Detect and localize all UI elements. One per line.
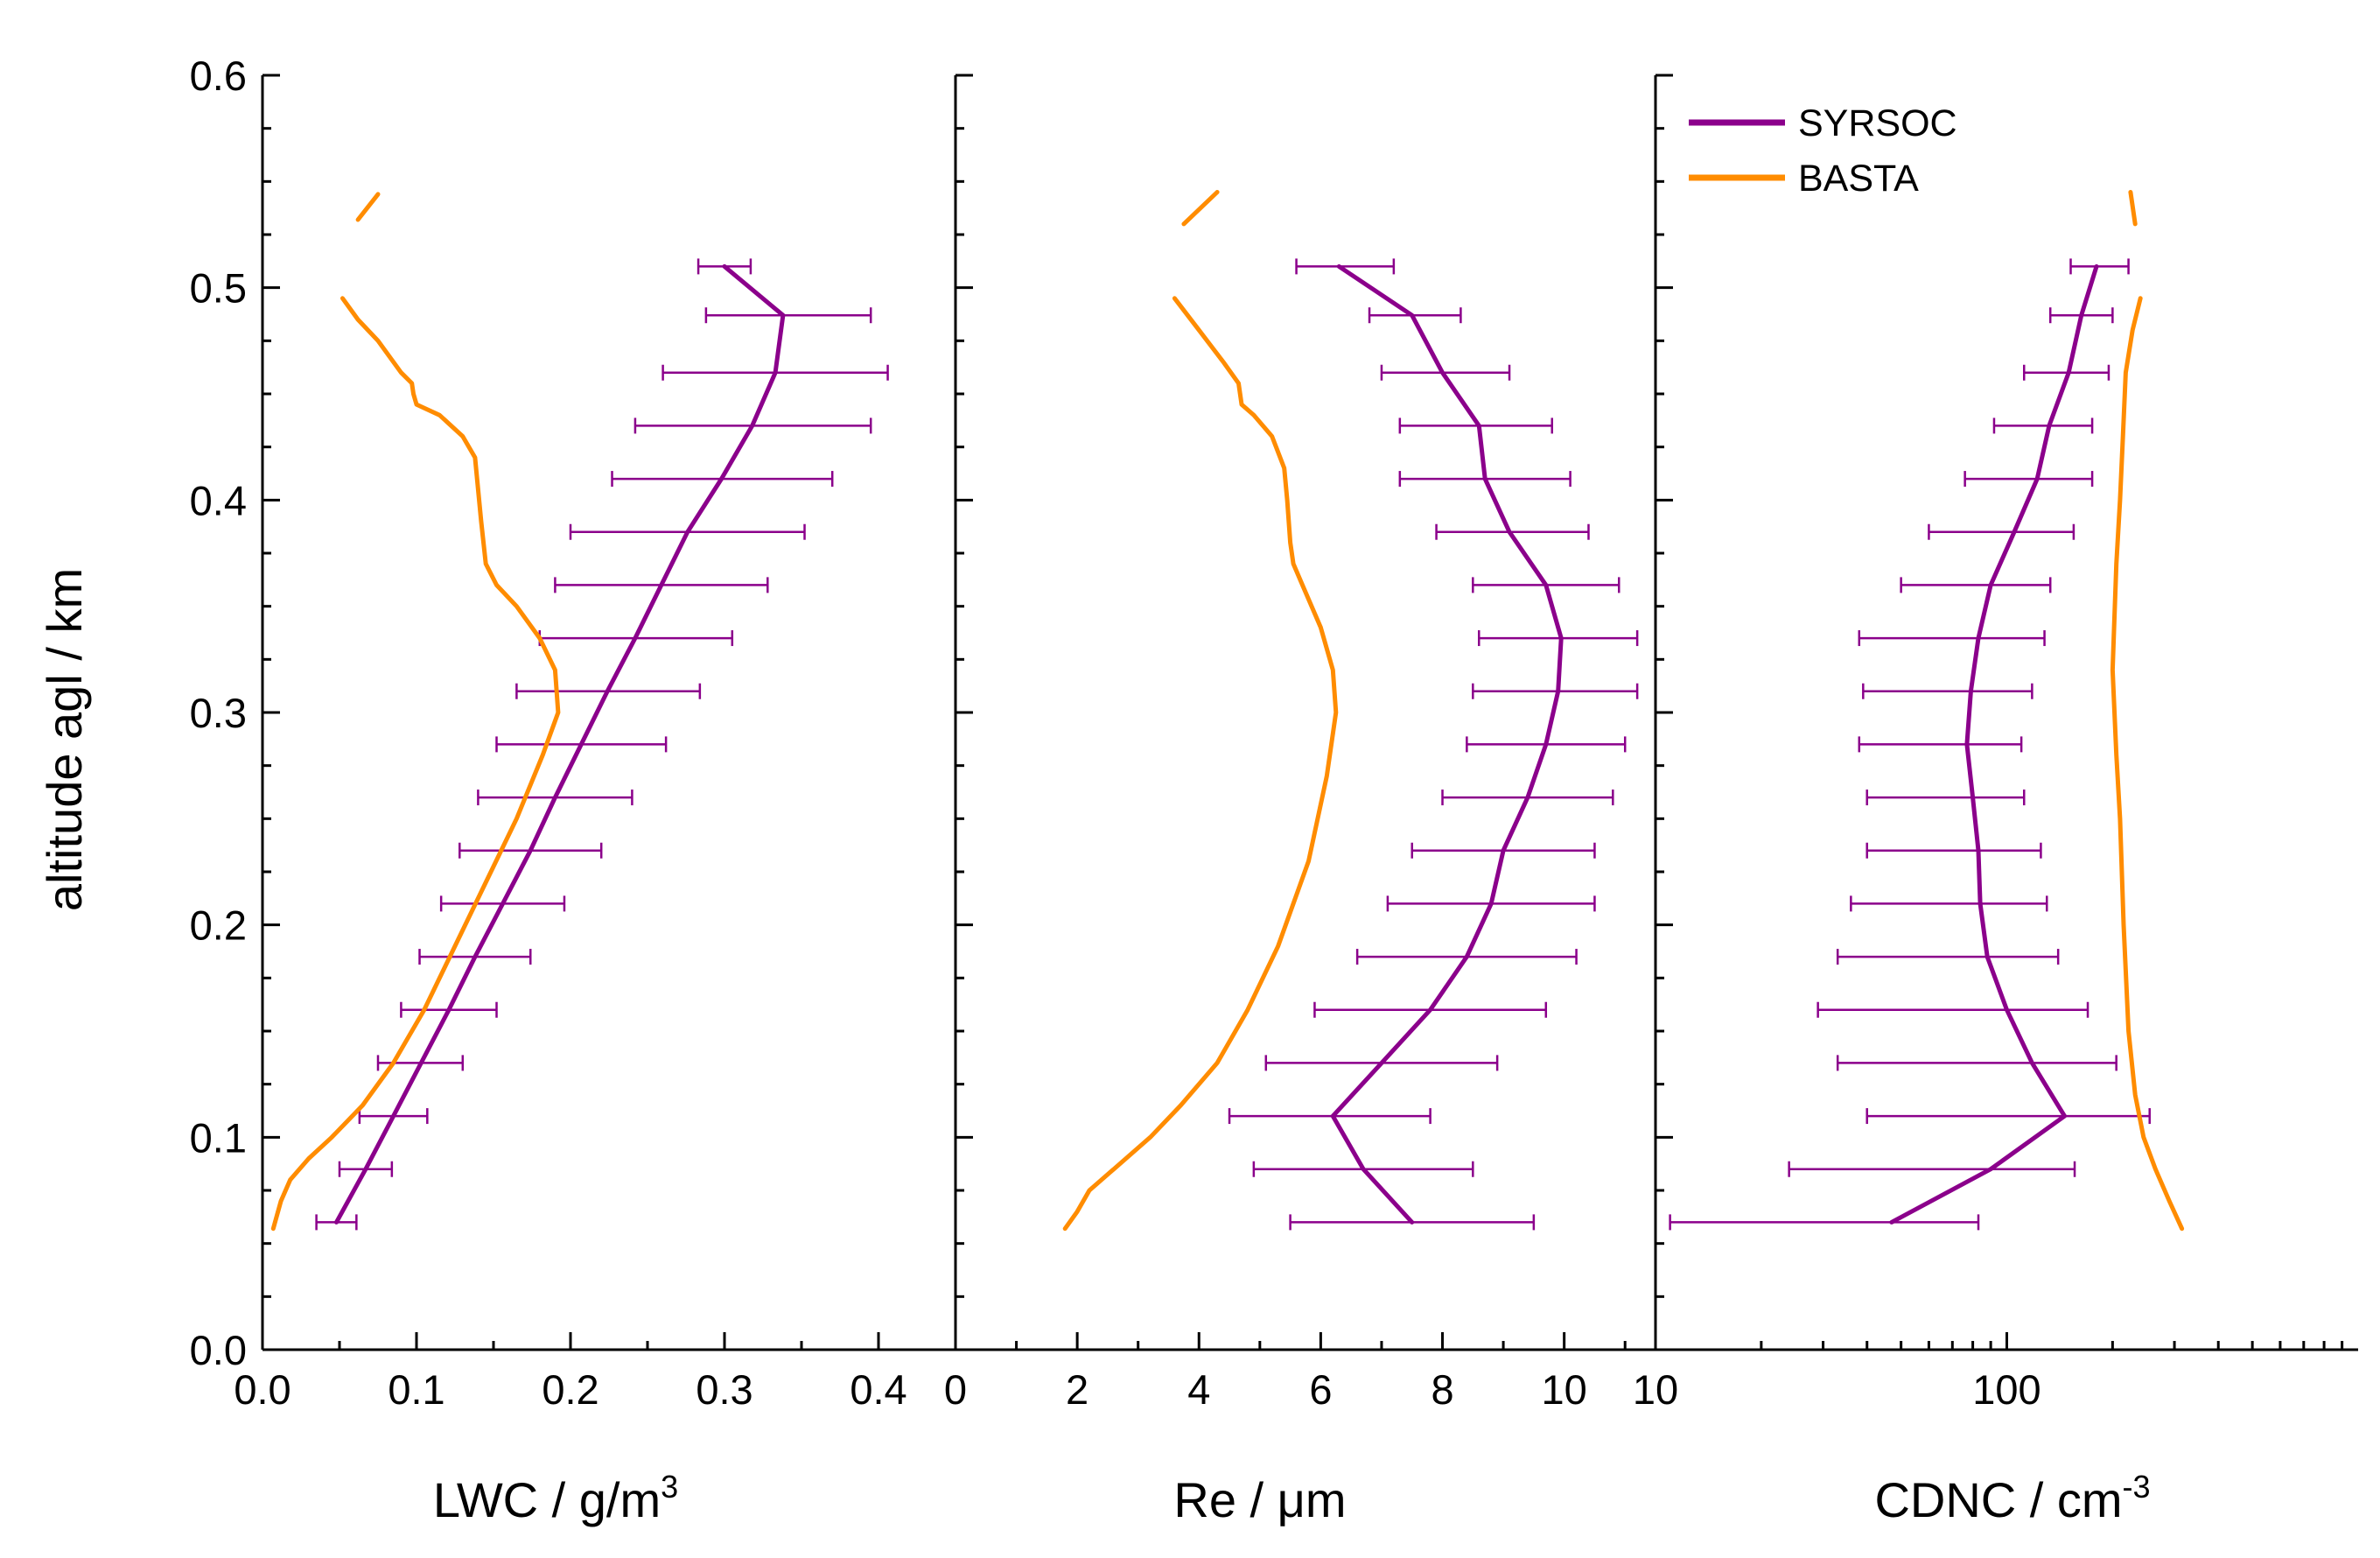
panel-2-x-tick-label: 8 [1431, 1366, 1453, 1413]
y-tick-label: 0.4 [190, 477, 247, 523]
y-axis-title: altitude agl / km [37, 568, 92, 911]
panel-2-x-tick-label: 10 [1542, 1366, 1587, 1413]
panel-3-basta-line [2110, 296, 2185, 1232]
panel-3-x-axis-title-superscript: -3 [2123, 1469, 2151, 1505]
panel-2-basta-line [1181, 190, 1220, 227]
y-tick-label: 0.2 [190, 902, 247, 949]
panel-2-x-axis-title: Re / μm [1173, 1472, 1346, 1527]
panel-1-x-tick-label: 0.2 [542, 1366, 598, 1413]
panel-3-x-tick-label: 10 [1633, 1366, 1678, 1413]
panel-3-basta-line [2128, 190, 2138, 227]
panel-1-syrsoc-line [334, 263, 786, 1225]
data-layer [270, 190, 2185, 1232]
panel-2-basta-line [1062, 296, 1339, 1232]
panel-3-x-tick-label: 100 [1972, 1366, 2040, 1413]
legend-label-basta: BASTA [1798, 158, 1919, 200]
y-tick-label: 0.5 [190, 265, 247, 312]
panel-1-basta-line [355, 192, 381, 222]
legend: SYRSOC BASTA [1689, 102, 1957, 200]
panel-2-syrsoc-line [1330, 263, 1564, 1225]
panel-2-x-tick-label: 0 [944, 1366, 967, 1413]
panel-3-x-axis-title: CDNC / cm-3 [1874, 1469, 2150, 1527]
panel-1-x-axis-title: LWC / g/m3 [433, 1469, 678, 1527]
panel-2-x-tick-label: 4 [1187, 1366, 1210, 1413]
axes-layer: 0.0 0.1 0.2 0.3 0.4 0.5 0.6 0.0 0.1 0.2 0.3 0.4 0 2 4 6… [190, 53, 2358, 1413]
y-tick-label: 0.6 [190, 53, 247, 99]
panel-1-x-tick-label: 0.0 [234, 1366, 290, 1413]
panel-2-x-tick-label: 2 [1066, 1366, 1088, 1413]
panel-3-syrsoc-line [1889, 263, 2099, 1225]
y-tick-label: 0.3 [190, 690, 247, 736]
panel-1-x-axis-title-superscript: 3 [661, 1469, 678, 1505]
y-tick-label: 0.1 [190, 1114, 247, 1161]
panel-1-x-tick-label: 0.4 [850, 1366, 906, 1413]
legend-label-syrsoc: SYRSOC [1798, 102, 1957, 144]
panel-1-x-tick-label: 0.1 [388, 1366, 444, 1413]
panel-2-x-tick-label: 6 [1309, 1366, 1332, 1413]
panel-1-basta-line [270, 296, 561, 1232]
y-tick-label: 0.0 [190, 1327, 247, 1373]
panel-1-x-tick-label: 0.3 [696, 1366, 752, 1413]
